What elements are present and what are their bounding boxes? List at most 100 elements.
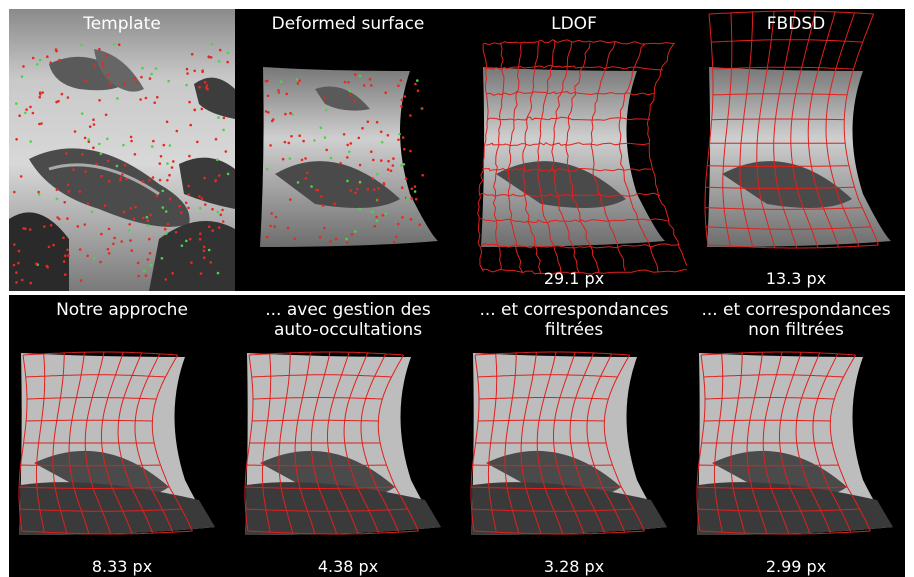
feature-point xyxy=(358,207,362,211)
feature-point xyxy=(323,226,326,230)
feature-point xyxy=(391,164,395,167)
feature-point xyxy=(400,164,403,167)
feature-point xyxy=(381,214,385,217)
feature-point xyxy=(141,216,145,220)
feature-point xyxy=(175,129,179,133)
feature-point xyxy=(402,163,406,166)
feature-point xyxy=(62,236,65,240)
feature-point xyxy=(221,220,225,223)
feature-point xyxy=(349,142,353,145)
feature-point xyxy=(224,150,228,153)
feature-point xyxy=(38,91,42,94)
feature-point xyxy=(373,224,377,228)
feature-point xyxy=(266,79,269,83)
feature-point xyxy=(129,239,132,242)
feature-point xyxy=(277,89,280,92)
feature-point xyxy=(410,197,413,200)
feature-point xyxy=(73,130,77,133)
panel-title: FBDSD xyxy=(766,14,826,34)
feature-point xyxy=(190,52,194,56)
feature-point xyxy=(271,118,275,121)
feature-point xyxy=(83,223,87,226)
feature-point xyxy=(159,155,163,158)
feature-point xyxy=(349,189,352,192)
feature-point xyxy=(323,96,326,100)
feature-point xyxy=(165,120,169,124)
error-label: 8.33 px xyxy=(91,557,153,576)
feature-point xyxy=(293,237,296,240)
feature-point xyxy=(106,73,109,77)
feature-point xyxy=(318,235,322,239)
feature-point xyxy=(86,254,89,258)
feature-point xyxy=(28,228,32,231)
feature-point xyxy=(409,114,412,117)
feature-point xyxy=(149,264,153,267)
feature-point xyxy=(18,114,21,117)
feature-point xyxy=(289,198,292,201)
feature-point xyxy=(203,81,207,84)
feature-point xyxy=(222,116,226,120)
feature-point xyxy=(354,230,357,233)
feature-point xyxy=(349,94,353,97)
feature-point xyxy=(84,170,87,173)
feature-point xyxy=(119,178,122,182)
feature-point xyxy=(281,157,285,161)
feature-point xyxy=(343,80,347,84)
feature-point xyxy=(87,140,91,143)
feature-point xyxy=(371,210,374,213)
feature-point xyxy=(269,144,272,147)
feature-point xyxy=(346,143,349,147)
feature-point xyxy=(78,248,82,251)
feature-point xyxy=(270,212,273,215)
ldof-image xyxy=(477,39,687,275)
feature-point xyxy=(170,166,174,169)
feature-point xyxy=(112,43,116,46)
feature-point xyxy=(414,82,417,86)
feature-point xyxy=(133,76,136,80)
feature-point xyxy=(304,157,307,160)
feature-point xyxy=(128,223,131,226)
feature-point xyxy=(366,188,370,191)
feature-point xyxy=(15,281,18,284)
feature-point xyxy=(370,150,373,153)
feature-point xyxy=(218,174,221,177)
feature-point xyxy=(63,254,67,257)
feature-point xyxy=(103,204,107,207)
feature-point xyxy=(205,86,208,90)
feature-point xyxy=(400,186,404,189)
feature-point xyxy=(122,210,126,214)
feature-point xyxy=(329,240,332,243)
feature-point xyxy=(31,56,35,60)
auto-occultations-image xyxy=(244,351,441,535)
feature-point xyxy=(371,177,375,180)
feature-point xyxy=(202,256,206,259)
feature-point xyxy=(117,43,121,46)
feature-point xyxy=(15,271,18,274)
feature-point xyxy=(414,197,418,201)
feature-point xyxy=(78,190,82,193)
feature-point xyxy=(66,183,70,187)
feature-point xyxy=(132,217,136,221)
feature-point xyxy=(87,138,90,141)
feature-point xyxy=(357,136,361,140)
feature-point xyxy=(199,206,202,210)
feature-point xyxy=(403,147,406,151)
feature-point xyxy=(283,140,287,144)
feature-point xyxy=(284,112,287,116)
feature-point xyxy=(80,43,83,47)
feature-point xyxy=(323,136,327,139)
feature-point xyxy=(382,182,386,185)
feature-point xyxy=(380,140,384,144)
feature-point xyxy=(171,271,174,275)
feature-point xyxy=(377,187,380,190)
feature-point xyxy=(148,178,151,182)
feature-point xyxy=(193,108,197,112)
feature-point xyxy=(401,136,405,139)
feature-point xyxy=(298,134,301,137)
feature-point xyxy=(146,258,150,261)
feature-point xyxy=(29,281,32,285)
feature-point xyxy=(65,152,68,155)
feature-point xyxy=(144,274,148,278)
feature-point xyxy=(291,113,294,116)
feature-point xyxy=(162,143,166,147)
